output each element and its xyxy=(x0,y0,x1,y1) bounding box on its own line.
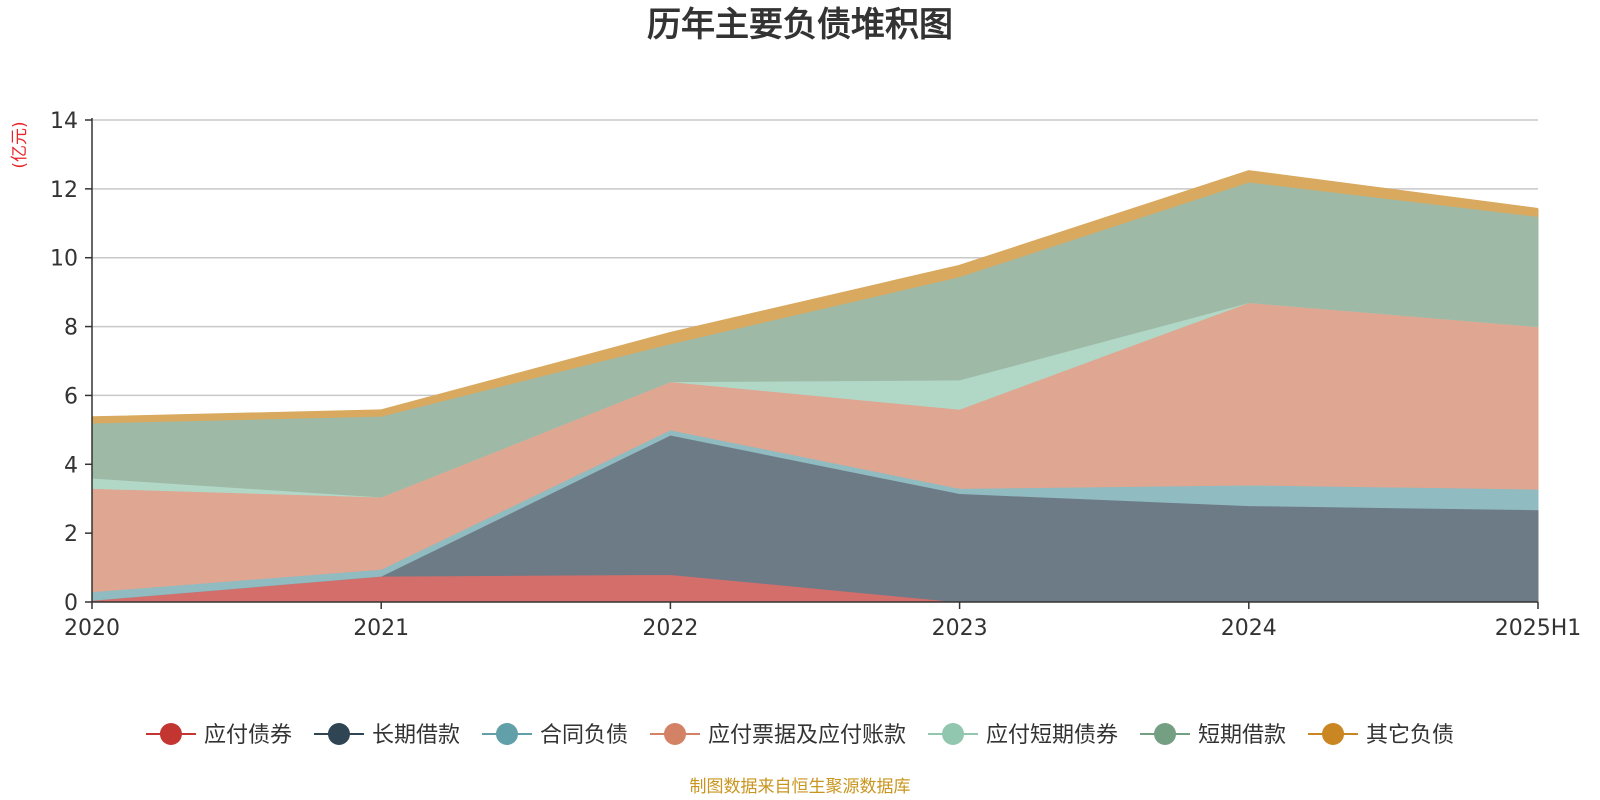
series-areas xyxy=(91,170,1539,603)
y-tick-label: 12 xyxy=(50,178,78,203)
legend-item-3[interactable]: 合同负债 xyxy=(481,723,628,748)
legend-item-4[interactable]: 应付票据及应付账款 xyxy=(649,723,906,748)
y-tick-label: 0 xyxy=(64,591,78,616)
legend-marker-icon xyxy=(327,723,350,745)
legend-label: 其它负债 xyxy=(1366,723,1454,748)
chart-title: 历年主要负债堆积图 xyxy=(647,5,953,45)
legend-label: 长期借款 xyxy=(372,723,460,748)
total-outline xyxy=(91,170,1539,420)
y-tick-label: 10 xyxy=(50,247,78,272)
data-source-note: 制图数据来自恒生聚源数据库 xyxy=(690,777,911,797)
y-axis-unit: (亿元) xyxy=(10,121,30,168)
legend-marker-icon xyxy=(159,723,182,745)
y-tick-label: 4 xyxy=(64,453,78,478)
legend-marker-icon xyxy=(1322,723,1345,745)
y-tick-label: 6 xyxy=(64,384,78,409)
legend-label: 应付票据及应付账款 xyxy=(708,723,906,748)
y-tick-label: 2 xyxy=(64,522,78,547)
x-tick-label: 2020 xyxy=(64,616,120,641)
legend-item-7[interactable]: 其它负债 xyxy=(1308,723,1454,748)
x-tick-label: 2022 xyxy=(642,616,698,641)
legend-marker-icon xyxy=(663,723,686,745)
legend-item-1[interactable]: 应付债券 xyxy=(145,723,292,748)
legend-label: 应付短期债券 xyxy=(986,723,1118,748)
legend-item-6[interactable]: 短期借款 xyxy=(1140,723,1286,748)
legend-marker-icon xyxy=(495,723,518,745)
legend[interactable]: 应付债券 长期借款 合同负债 应付票据及应付账款 应付短期债券 短期借款 其它负债 xyxy=(145,723,1454,748)
legend-item-5[interactable]: 应付短期债券 xyxy=(928,723,1118,748)
legend-item-2[interactable]: 长期借款 xyxy=(313,723,460,748)
x-tick-label: 2023 xyxy=(932,616,988,641)
x-tick-label: 2021 xyxy=(353,616,409,641)
y-tick-label: 8 xyxy=(64,316,78,341)
legend-marker-icon xyxy=(942,723,965,745)
x-tick-label: 2025H1 xyxy=(1495,616,1582,641)
legend-label: 合同负债 xyxy=(540,723,628,748)
legend-label: 应付债券 xyxy=(204,723,292,748)
x-tick-label: 2024 xyxy=(1221,616,1277,641)
y-tick-label: 14 xyxy=(50,109,78,134)
axes: 0 2 4 6 8 10 12 14 2020 2021 2022 2023 2024 2025H1 xyxy=(50,109,1581,641)
legend-label: 短期借款 xyxy=(1198,723,1286,748)
legend-marker-icon xyxy=(1154,723,1177,745)
